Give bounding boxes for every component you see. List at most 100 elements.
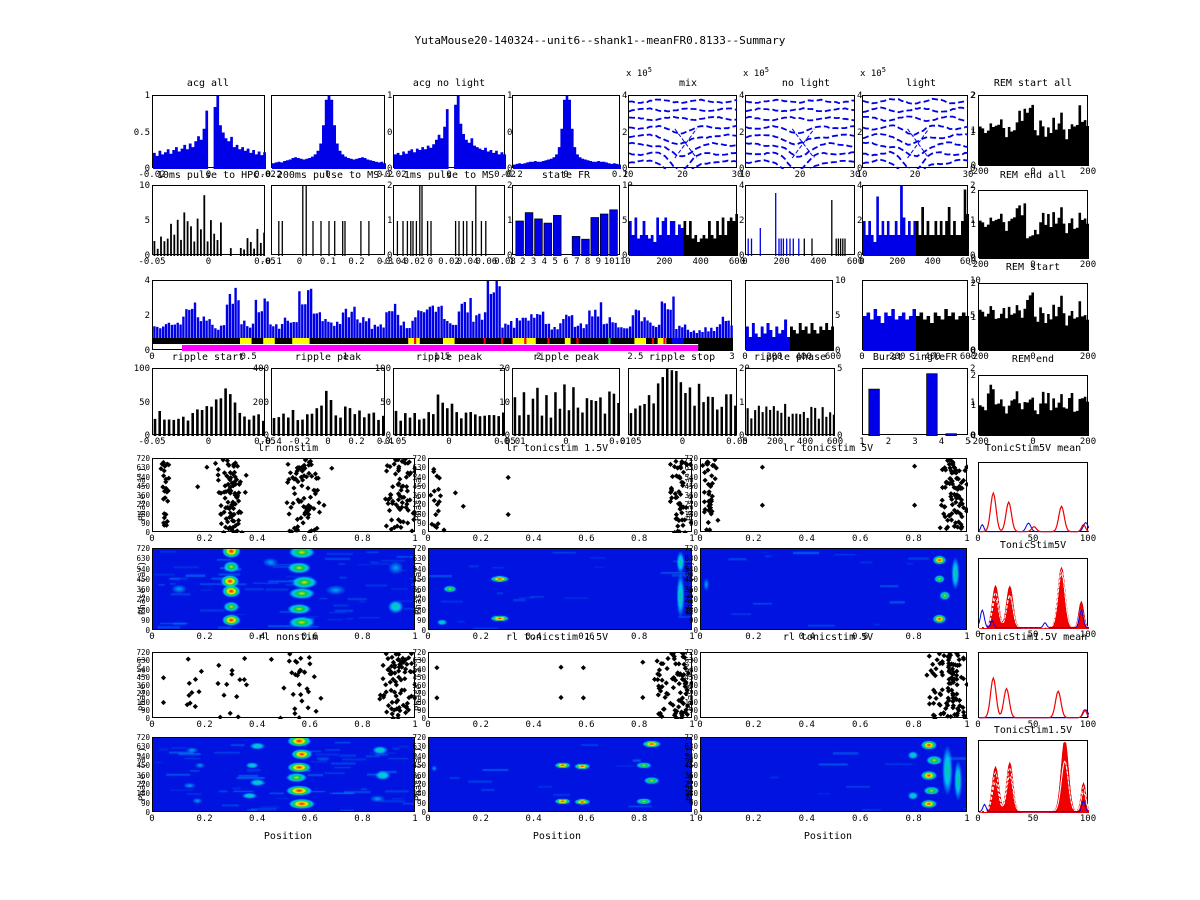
x-tick-label: 0 bbox=[149, 534, 155, 544]
x-tick-label: 50 bbox=[1027, 720, 1039, 730]
x-tick-label: 0.2 bbox=[745, 720, 762, 730]
x-tick-label: 0.8 bbox=[905, 814, 922, 824]
y-tick-label: 1 bbox=[970, 397, 976, 408]
y-tick-label: 540 bbox=[412, 564, 426, 574]
y-tick-label: 2 bbox=[970, 364, 976, 374]
y-tick-label: 90 bbox=[416, 615, 426, 625]
phase-axis-label: Phase (â°) bbox=[138, 746, 149, 801]
x-tick-label: 0 bbox=[325, 437, 331, 447]
y-tick-label: 100 bbox=[133, 364, 150, 374]
y-tick-label: 540 bbox=[412, 664, 426, 674]
y-tick-label: 360 bbox=[684, 491, 698, 500]
y-tick-label: 0 bbox=[421, 528, 426, 537]
x-tick-label: -0.02 bbox=[398, 257, 426, 267]
x-tick-label: 0 bbox=[425, 720, 431, 730]
x-tick-label: 0.08 bbox=[494, 257, 516, 267]
acg-all-wide bbox=[271, 95, 386, 169]
phase-axis-label: Phase (â°) bbox=[414, 746, 425, 801]
x-tick-label: 200 bbox=[889, 257, 906, 267]
y-tick-label: 0 bbox=[739, 164, 745, 174]
label-rem-start-all: REM start all bbox=[993, 78, 1073, 89]
x-tick-label: 2 bbox=[520, 257, 526, 267]
y-tick-label: 720 bbox=[412, 454, 426, 463]
y-tick-label: 0 bbox=[970, 346, 976, 356]
stim-hist-light bbox=[862, 185, 969, 256]
x-tick-label: 1 bbox=[964, 534, 970, 544]
y-tick-label: 270 bbox=[684, 689, 698, 699]
ripple-peak-2 bbox=[393, 368, 505, 436]
label-acg-no-light: acg no light bbox=[412, 78, 486, 89]
phase-scatter-rl-tonic15 bbox=[428, 652, 693, 719]
x-tick-label: 11 bbox=[614, 257, 626, 267]
x-tick-label: 30 bbox=[962, 170, 974, 180]
x-tick-label: 0.2 bbox=[472, 720, 489, 730]
tonicstim5v-mean bbox=[978, 462, 1089, 533]
x-tick-label: 0 bbox=[446, 170, 452, 180]
stim-hist-mix bbox=[628, 185, 738, 256]
x-tick-label: 0 bbox=[859, 352, 865, 362]
y-tick-label: 0 bbox=[263, 431, 269, 441]
y-tick-label: 540 bbox=[684, 564, 698, 574]
x-tick-label: 20 bbox=[909, 170, 921, 180]
x-tick-label: 600 bbox=[826, 437, 844, 447]
y-tick-label: 2 bbox=[144, 311, 150, 321]
y-tick-label: 10 bbox=[622, 181, 633, 191]
x-tick-label: 0.2 bbox=[745, 632, 762, 642]
label-position: Position bbox=[803, 831, 853, 842]
y-tick-label: 50 bbox=[380, 397, 391, 408]
x-tick-label: 0.2 bbox=[196, 534, 213, 544]
x-tick-label: 0 bbox=[625, 257, 631, 267]
y-tick-label: 4 bbox=[739, 181, 745, 191]
y-tick-label: 180 bbox=[412, 509, 426, 519]
y-tick-label: 720 bbox=[136, 544, 150, 553]
x-tick-label: 5 bbox=[552, 257, 558, 267]
y-tick-label: 1 bbox=[970, 312, 976, 323]
y-tick-label: 0 bbox=[970, 346, 976, 356]
x-tick-label: 0 bbox=[697, 632, 703, 642]
x-tick-label: 0.05 bbox=[254, 257, 276, 267]
y-tick-label: 10 bbox=[970, 276, 981, 286]
y-tick-label: 0 bbox=[421, 626, 426, 635]
x-tick-label: 0.8 bbox=[354, 814, 371, 824]
x-tick-label: 0 bbox=[205, 437, 212, 447]
x-tick-label: 0 bbox=[1030, 352, 1036, 362]
y-tick-label: 1 bbox=[387, 91, 393, 101]
acg-no-light bbox=[393, 95, 506, 169]
y-tick-label: 200 bbox=[252, 397, 269, 408]
x-tick-label: 1 bbox=[509, 257, 515, 267]
y-tick-label: 0 bbox=[144, 164, 150, 174]
y-tick-label: 180 bbox=[136, 789, 150, 799]
y-tick-label: 90 bbox=[688, 798, 698, 808]
x-tick-label: 50 bbox=[1027, 534, 1039, 544]
phase-heatmap-rl-nonstim bbox=[152, 737, 415, 812]
x-tick-label: 8 bbox=[584, 257, 591, 267]
y-tick-label: 450 bbox=[684, 761, 698, 771]
y-tick-label: 630 bbox=[136, 742, 150, 752]
x-tick-label: 0 bbox=[742, 437, 748, 447]
y-tick-label: 5 bbox=[622, 216, 628, 226]
x-tick-label: 0.02 bbox=[438, 257, 460, 267]
y-tick-label: 1 bbox=[144, 91, 150, 101]
label-rem-end: REM end bbox=[1011, 354, 1055, 365]
x-tick-label: 200 bbox=[1079, 437, 1097, 447]
y-tick-label: 360 bbox=[136, 770, 150, 780]
x-tick-label: 0 bbox=[859, 257, 865, 267]
x-tick-label: 30 bbox=[731, 170, 743, 180]
y-tick-label: 90 bbox=[140, 705, 150, 715]
label-light: light bbox=[905, 78, 937, 89]
y-tick-label: 90 bbox=[416, 705, 426, 715]
x-tick-label: 200 bbox=[1079, 167, 1097, 177]
x-tick-label: 0.1 bbox=[319, 257, 337, 267]
x-tick-label: 1 bbox=[342, 352, 349, 362]
label-lr-tonicstim-5v: lr tonicstim 5V bbox=[782, 443, 874, 454]
label-no-light: no light bbox=[781, 78, 831, 89]
y-tick-label: 360 bbox=[136, 491, 150, 500]
phase-axis-label: Phase (â°) bbox=[138, 560, 149, 616]
x-tick-label: 0 bbox=[975, 814, 981, 824]
x-tick-label: 0.6 bbox=[301, 814, 318, 824]
x-tick-label: 0.2 bbox=[472, 534, 489, 544]
x-tick-label: 0 bbox=[679, 437, 686, 447]
x-tick-label: 0.4 bbox=[798, 534, 815, 544]
y-tick-label: 400 bbox=[252, 364, 269, 374]
x-tick-label: 0 bbox=[149, 720, 155, 730]
